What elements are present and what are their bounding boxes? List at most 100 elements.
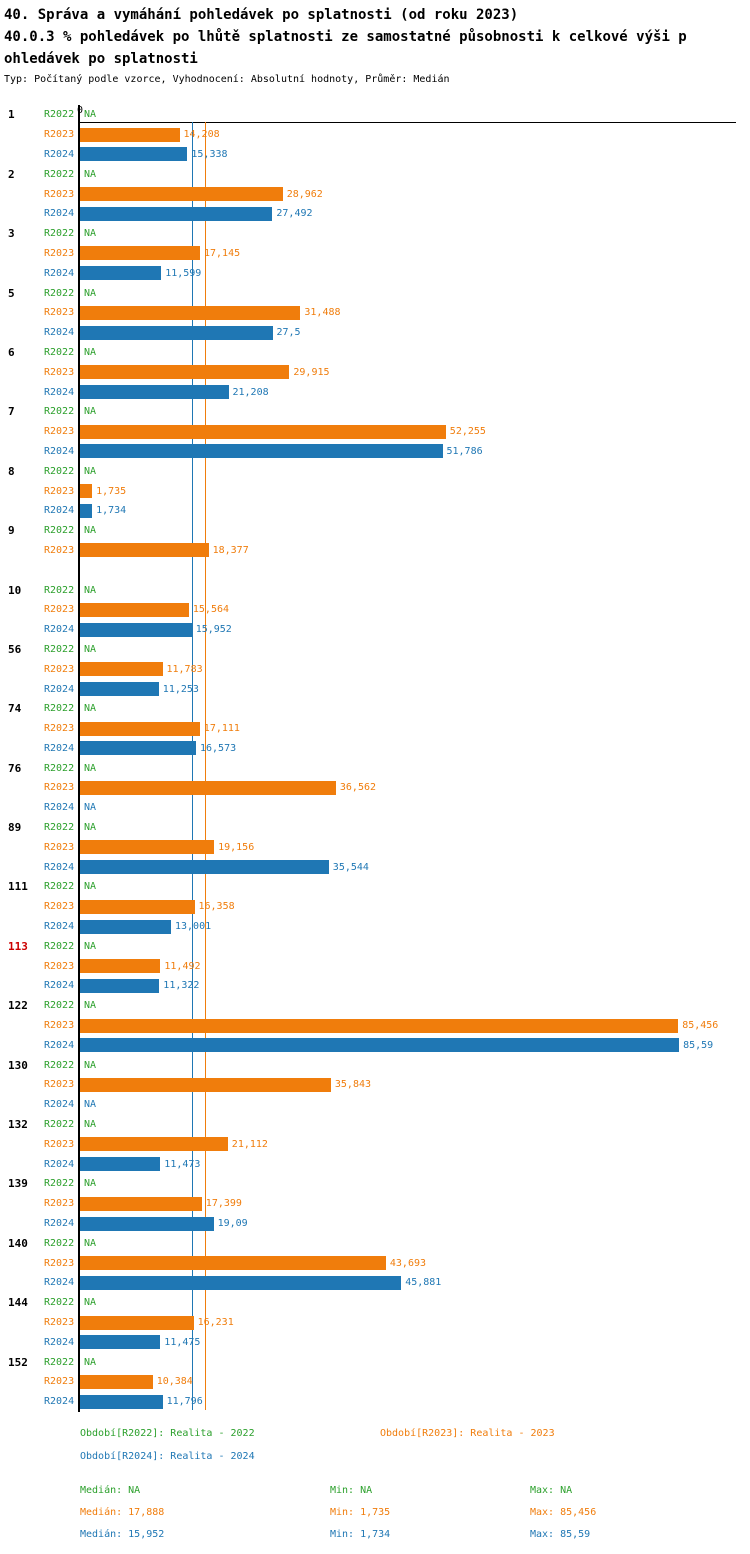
bar-area: 36,562 (78, 778, 750, 798)
bar-area: NA (78, 936, 750, 957)
bar-value-label: 43,693 (389, 1257, 427, 1269)
group-id-label: 7 (8, 405, 15, 419)
bar-row: R2023 85,456 (0, 1015, 750, 1036)
group-id-label: 144 (8, 1296, 28, 1310)
bar-r2023 (80, 899, 195, 914)
year-label: R2023 (44, 901, 75, 913)
chart-subtitle-continued: ohledávek po splatnosti (4, 51, 198, 67)
year-label: R2023 (44, 188, 75, 200)
bar-row: 2 R2022 NA (0, 164, 750, 185)
group-id-label: 74 (8, 702, 22, 716)
year-label: R2022 (44, 406, 75, 418)
year-label: R2023 (44, 307, 75, 319)
year-label: R2023 (44, 129, 75, 141)
year-label: R2023 (44, 1138, 75, 1150)
bar-area: NA (78, 1114, 750, 1135)
group-id-label: 152 (8, 1355, 28, 1369)
bar-row: 111 R2022 NA (0, 877, 750, 897)
bar-row: 130 R2022 NA (0, 1055, 750, 1076)
bar-row: R2024 21,208 (0, 382, 750, 402)
na-label: NA (84, 1099, 97, 1111)
bar-r2024 (80, 325, 273, 340)
year-label: R2023 (44, 782, 75, 794)
na-label: NA (84, 228, 97, 240)
bar-value-label: 19,156 (218, 841, 255, 853)
year-label: R2022 (44, 822, 75, 834)
bar-r2024 (80, 266, 162, 281)
bar-row: R2023 36,562 (0, 778, 750, 798)
bar-r2023 (80, 246, 200, 261)
bar-r2023 (80, 1137, 228, 1152)
year-label: R2022 (44, 1178, 75, 1190)
year-label: R2024 (44, 386, 75, 398)
bar-r2023 (80, 365, 290, 380)
bar-r2024 (80, 1038, 680, 1053)
bar-value-label: 13,001 (175, 921, 212, 933)
group-id-label: 76 (8, 761, 22, 775)
bar-area: 19,09 (78, 1213, 750, 1234)
bar-r2024 (80, 741, 196, 756)
chart-header: 40. Správa a vymáhání pohledávek po spla… (0, 0, 750, 88)
bar-value-label: 11,322 (163, 980, 200, 992)
bar-row: R2023 43,693 (0, 1253, 750, 1274)
bar-r2023 (80, 959, 161, 974)
na-label: NA (84, 346, 97, 358)
group-id-label: 9 (8, 524, 15, 538)
stat-median-r2022: Medián: NA (80, 1484, 141, 1496)
year-label: R2023 (44, 960, 75, 972)
year-label: R2023 (44, 366, 75, 378)
bar-row: R2024 35,544 (0, 857, 750, 878)
bar-r2023 (80, 780, 336, 795)
bar-area: NA (78, 995, 750, 1016)
bar-area: 35,843 (78, 1075, 750, 1095)
bar-row: 76 R2022 NA (0, 758, 750, 779)
bar-area: NA (78, 877, 750, 897)
bar-area: NA (78, 797, 750, 818)
bar-r2023 (80, 1196, 202, 1211)
na-label: NA (84, 822, 97, 834)
bar-area: 1,735 (78, 481, 750, 501)
year-label: R2022 (44, 1059, 75, 1071)
bar-row: 122 R2022 NA (0, 995, 750, 1016)
bar-area: 11,253 (78, 679, 750, 699)
bar-area: NA (78, 223, 750, 244)
bar-area: NA (78, 817, 750, 838)
bar-row: R2024 45,881 (0, 1273, 750, 1293)
group-id-label: 5 (8, 286, 15, 300)
bar-value-label: 11,473 (164, 1158, 201, 1170)
bar-area: NA (78, 758, 750, 779)
na-label: NA (84, 1297, 97, 1309)
bar-area: NA (78, 1292, 750, 1313)
bar-row: R2024 11,322 (0, 976, 750, 996)
bar-area: NA (78, 1352, 750, 1372)
group-id-label: 3 (8, 227, 15, 241)
bar-r2024 (80, 1335, 161, 1350)
chart-rows: 1 R2022 NA R2023 14,208 R2024 15,338 2 R2022 NA R2… (0, 105, 750, 1412)
bar-area: 11,783 (78, 659, 750, 680)
year-label: R2023 (44, 723, 75, 735)
bar-area: 1,734 (78, 500, 750, 521)
year-label: R2024 (44, 742, 75, 754)
bar-area: 45,881 (78, 1273, 750, 1293)
year-label: R2024 (44, 921, 75, 933)
bar-value-label: 21,112 (231, 1138, 268, 1150)
stat-max-r2024: Max: 85,59 (530, 1528, 591, 1540)
na-label: NA (84, 287, 97, 299)
bar-value-label: 15,564 (192, 604, 230, 616)
bar-row: R2024 85,59 (0, 1035, 750, 1056)
year-label: R2022 (44, 1237, 75, 1249)
bar-area: 27,5 (78, 322, 750, 343)
na-label: NA (84, 1119, 97, 1131)
year-label: R2024 (44, 1218, 75, 1230)
bar-row: R2023 11,492 (0, 956, 750, 977)
group-id-label: 122 (8, 999, 28, 1013)
group-id-label: 10 (8, 583, 22, 597)
bar-area: 31,488 (78, 302, 750, 323)
bar-row: 140 R2022 NA (0, 1233, 750, 1254)
year-label: R2023 (44, 544, 75, 556)
stat-min-r2022: Min: NA (330, 1484, 373, 1496)
bar-value-label: 1,735 (96, 485, 127, 497)
bar-row: R2024 13,001 (0, 916, 750, 937)
bar-value-label: 15,952 (195, 624, 232, 636)
